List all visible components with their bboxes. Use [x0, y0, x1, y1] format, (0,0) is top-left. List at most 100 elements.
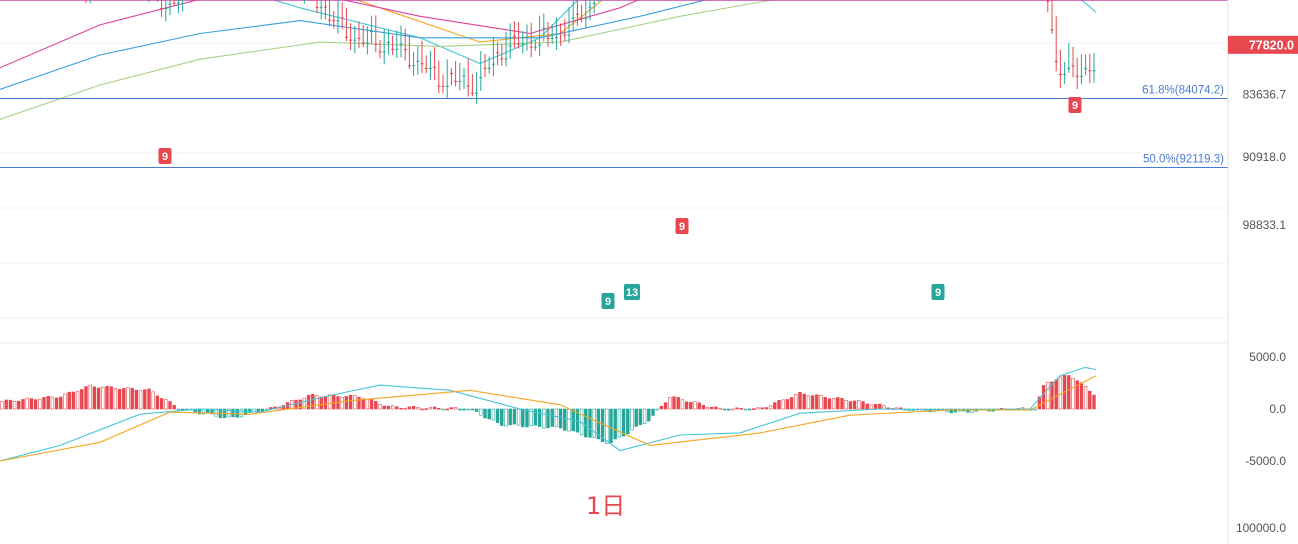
macd-bar [676, 397, 680, 410]
fibonacci-levels[interactable]: 50.0%(92119.3)61.8%(84074.2)78.6%(72620.… [0, 0, 1228, 169]
candle-body [428, 67, 432, 69]
macd-bar [500, 408, 504, 426]
macd-bar [38, 398, 42, 410]
macd-bar [390, 405, 395, 410]
macd-bar [340, 397, 344, 410]
candle-body [344, 36, 348, 38]
macd-bar [584, 408, 588, 438]
candle [500, 43, 504, 66]
macd-bar [407, 406, 412, 410]
current-price-tag [1228, 35, 1298, 54]
macd-bar [88, 384, 92, 410]
td-badge [675, 218, 689, 234]
macd-bar [311, 394, 315, 410]
macd-bar [558, 408, 563, 429]
candlesticks[interactable] [1, 0, 1096, 104]
candle [483, 54, 487, 78]
macd-histogram [0, 375, 1096, 444]
macd-bar [176, 408, 181, 411]
macd-bar [382, 405, 386, 410]
candle [328, 0, 332, 27]
macd-bar [239, 408, 244, 418]
macd-bar [474, 408, 479, 412]
price-axis[interactable]: 98833.190918.083636.770776.965108.759894… [1227, 0, 1298, 544]
candle [1088, 53, 1092, 84]
macd-bar [294, 399, 298, 410]
macd-bar [361, 398, 365, 410]
candle-body [483, 67, 487, 69]
macd-bar [953, 408, 958, 413]
candle-body [164, 7, 168, 9]
macd-bar [857, 400, 861, 410]
td-marker: 9 [931, 284, 945, 300]
candle-body [416, 60, 420, 62]
candle [445, 59, 449, 100]
macd-bar [550, 408, 554, 427]
candle [420, 40, 424, 74]
candle [344, 7, 348, 42]
macd-bar [25, 397, 29, 410]
td-badge-label: 9 [162, 151, 168, 163]
candle-body [332, 20, 336, 22]
macd-bar [655, 408, 659, 411]
candle [550, 24, 554, 45]
macd-bar [781, 399, 785, 410]
candle-body [172, 2, 176, 4]
macd-bar [613, 408, 617, 440]
candle [567, 7, 571, 44]
macd-bar [432, 406, 437, 410]
candle [546, 21, 550, 47]
macd-bar [67, 391, 71, 410]
macd-bar [122, 388, 126, 410]
macd-bar [428, 406, 433, 410]
macd-bar [588, 408, 592, 438]
candle [370, 15, 374, 45]
macd-bar [735, 407, 739, 410]
candle-body [1079, 75, 1083, 77]
candle [361, 24, 365, 48]
candle [542, 13, 546, 42]
candle [592, 0, 596, 14]
macd-bar [323, 396, 328, 410]
macd-bar [54, 397, 59, 410]
candle [437, 60, 441, 94]
td-marker: 9 [158, 148, 172, 164]
candle-body [357, 38, 361, 40]
candle-body [315, 6, 319, 8]
macd-bar [227, 408, 231, 418]
candle-body [420, 63, 424, 65]
macd-bar [33, 399, 38, 410]
macd-bar [1033, 408, 1037, 411]
candle [454, 61, 458, 87]
timeframe-label: 1日 [586, 492, 626, 520]
candle [462, 67, 466, 90]
macd-bar [59, 396, 63, 410]
macd-tick-label: -5000.0 [1245, 454, 1286, 468]
candle-body [1084, 68, 1088, 70]
candle [538, 15, 542, 57]
macd-bar [4, 399, 8, 410]
macd-bar [726, 408, 731, 411]
candle [1075, 57, 1079, 90]
macd-bar [441, 408, 445, 411]
macd-bar [462, 408, 466, 411]
candle [1084, 54, 1088, 76]
candle-body [433, 66, 437, 68]
candle-body [399, 43, 403, 45]
macd-bar [626, 408, 630, 435]
candle-body [571, 17, 575, 19]
macd-bar [458, 408, 462, 411]
candle-body [542, 27, 546, 29]
candle-body [512, 35, 516, 37]
macd-bar [693, 401, 697, 410]
macd-bar [1079, 382, 1084, 410]
candle [575, 0, 579, 26]
macd-bar [508, 408, 512, 426]
macd-bar [315, 395, 319, 410]
candle-body [424, 67, 428, 69]
candle [487, 56, 491, 74]
macd-bar [600, 408, 605, 442]
macd-bar [92, 386, 97, 410]
macd-bar [1050, 381, 1054, 410]
